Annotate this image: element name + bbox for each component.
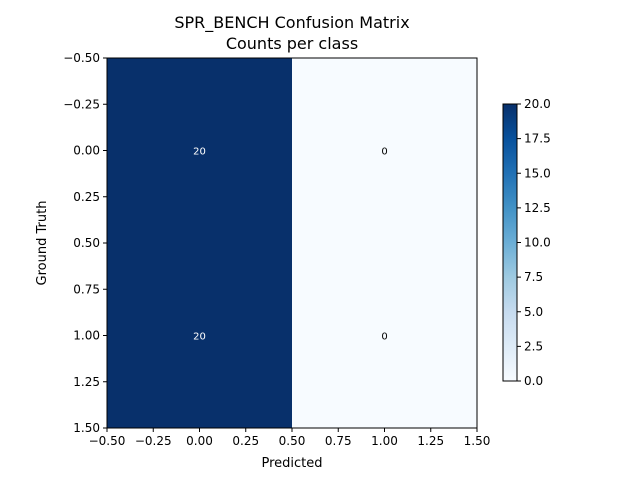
heatmap-cell-1-1 [292,243,477,428]
colorbar-tick-label: 17.5 [524,132,551,146]
y-axis-label: Ground Truth [35,201,50,286]
colorbar-tick-label: 12.5 [524,201,551,215]
heatmap-cell-1-0 [107,243,292,428]
colorbar-tick-label: 10.0 [524,236,551,250]
x-axis-ticks: −0.50 −0.25 0.00 0.25 0.50 0.75 1.00 1.25 1.50 [89,428,491,448]
x-tick-label: 0.00 [186,434,213,448]
x-tick-label: −0.25 [135,434,172,448]
chart-subtitle: Counts per class [226,34,358,53]
colorbar-tick-label: 0.0 [524,374,543,388]
y-tick-label: 1.00 [73,329,100,343]
y-tick-label: −0.50 [63,51,100,65]
heatmap-cell-0-1 [292,58,477,243]
y-tick-label: 0.00 [73,144,100,158]
cell-value-label: 0 [381,332,387,343]
heatmap-cells: 20 0 20 0 [107,58,477,428]
x-tick-label: 0.25 [232,434,259,448]
cell-value-label: 0 [381,147,387,158]
y-tick-label: 0.25 [73,190,100,204]
x-tick-label: 0.75 [325,434,352,448]
heatmap-cell-0-0 [107,58,292,243]
colorbar-tick-label: 20.0 [524,97,551,111]
colorbar-tick-label: 15.0 [524,166,551,180]
colorbar-tick-label: 7.5 [524,270,543,284]
x-tick-label: −0.50 [89,434,126,448]
y-axis-ticks: −0.50 −0.25 0.00 0.25 0.50 0.75 1.00 1.25 1.50 [63,51,107,435]
x-tick-label: 1.50 [464,434,491,448]
cell-value-label: 20 [193,147,206,158]
y-tick-label: 1.25 [73,375,100,389]
x-axis-label: Predicted [261,456,322,471]
x-tick-label: 1.00 [371,434,398,448]
colorbar-ticks: 0.0 2.5 5.0 7.5 10.0 12.5 15.0 17.5 20.0 [517,97,551,388]
colorbar-tick-label: 5.0 [524,305,543,319]
colorbar-gradient [502,103,518,382]
colorbar: 0.0 2.5 5.0 7.5 10.0 12.5 15.0 17.5 20.0 [502,97,551,388]
y-tick-label: −0.25 [63,97,100,111]
x-tick-label: 0.50 [279,434,306,448]
y-tick-label: 1.50 [73,421,100,435]
cell-value-label: 20 [193,332,206,343]
colorbar-tick-label: 2.5 [524,339,543,353]
chart-title: SPR_BENCH Confusion Matrix [174,13,409,33]
x-tick-label: 1.25 [417,434,444,448]
y-tick-label: 0.75 [73,282,100,296]
y-tick-label: 0.50 [73,236,100,250]
